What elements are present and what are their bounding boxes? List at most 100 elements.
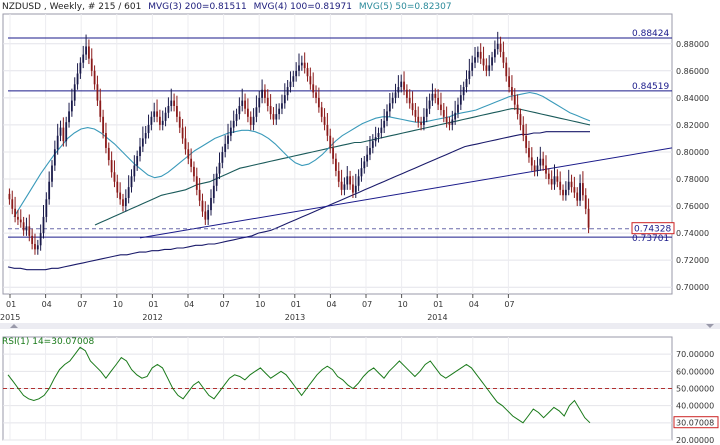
candle-body [258, 97, 261, 108]
candle-body [261, 89, 263, 98]
candle-body [374, 137, 377, 142]
y-tick-label: 0.84000 [676, 94, 709, 103]
rsi-label: RSI(1) 14=30.07008 [2, 337, 95, 347]
candle-body [346, 176, 349, 185]
x-tick-label: 04 [184, 300, 194, 309]
candle-body [127, 187, 130, 198]
candle-body [343, 184, 346, 190]
candle-body [19, 219, 22, 223]
candle-body [70, 100, 73, 112]
candle-body [496, 43, 499, 50]
candle-body [437, 97, 440, 105]
candle-body [34, 243, 36, 250]
candle-body [295, 70, 298, 77]
level-label: 0.88424 [632, 29, 669, 39]
candle-body [212, 185, 215, 198]
ma200-line [7, 131, 590, 271]
rsi-line [7, 346, 591, 424]
candle-body [105, 133, 107, 148]
candle-body [79, 62, 82, 74]
x-tick-label: 10 [255, 300, 265, 309]
candle-body [229, 127, 232, 136]
candle-body [235, 114, 238, 121]
candle-body [553, 176, 556, 185]
x-tick-label: 10 [398, 300, 408, 309]
candle-body [90, 58, 93, 71]
candle-body [508, 76, 510, 88]
candle-body [93, 70, 96, 85]
candle-body [272, 114, 275, 120]
ma200-label: MVG(3) 200=0.81511 [148, 2, 247, 12]
candle-body [76, 73, 79, 85]
candle-body [440, 104, 442, 111]
candle-body [335, 158, 337, 171]
current-price-label: 0.74328 [634, 225, 671, 235]
candle-body [579, 183, 581, 201]
candle-body [14, 208, 16, 217]
candle-body [303, 62, 306, 69]
candle-body [502, 51, 505, 63]
x-tick-label: 01 [148, 300, 158, 309]
candle-body [204, 211, 207, 220]
candle-body [371, 141, 374, 148]
candle-body [380, 127, 383, 134]
candle-body [340, 181, 343, 190]
candle-body [360, 168, 363, 177]
candle-body [224, 143, 227, 152]
candle-body [275, 114, 278, 120]
y-tick-label: 0.86000 [676, 67, 709, 76]
candle-body [417, 116, 420, 123]
x-tick-label: 01 [291, 300, 301, 309]
candle-body [278, 108, 281, 115]
candle-body [221, 151, 224, 163]
x-tick-label: 01 [6, 300, 16, 309]
candle-body [570, 181, 573, 188]
candle-body [238, 105, 241, 115]
y-tick-label: 0.82000 [676, 121, 709, 130]
candle-body [99, 100, 102, 117]
candle-body [474, 57, 476, 63]
candle-body [309, 76, 312, 85]
candle-body [366, 154, 369, 162]
candle-body [161, 120, 164, 125]
x-tick-label: 10 [113, 300, 123, 309]
candle-body [329, 135, 332, 148]
candle-body [377, 133, 380, 138]
candle-body [184, 138, 187, 150]
x-tick-label: 04 [42, 300, 52, 309]
chart-header: NZDUSD , Weekly, # 215 / 601 MVG(3) 200=… [2, 1, 456, 13]
candle-body [249, 116, 252, 125]
candle-body [255, 107, 258, 117]
candle-body [218, 162, 221, 174]
candle-body [354, 185, 357, 193]
candle-body [107, 147, 110, 161]
candle-body [468, 70, 471, 79]
y-tick-label: 0.72000 [676, 256, 709, 265]
candle-body [130, 176, 133, 188]
candle-body [312, 84, 315, 93]
candle-body [539, 158, 542, 166]
candle-body [96, 84, 99, 101]
candle-body [445, 116, 448, 123]
x-tick-label: 07 [504, 300, 514, 309]
candle-body [195, 176, 198, 190]
candle-body [53, 149, 56, 166]
candle-body [8, 193, 11, 200]
candle-body [22, 222, 25, 231]
candle-body [405, 89, 408, 98]
candle-body [582, 183, 584, 196]
candle-body [124, 197, 127, 207]
candle-body [139, 146, 141, 157]
candle-body [403, 81, 405, 90]
candle-body [587, 208, 590, 228]
candle-body [550, 179, 553, 185]
candle-body [386, 111, 388, 121]
rsi-y-tick-label: 20.00000 [676, 436, 714, 445]
candle-body [528, 147, 530, 158]
year-label: 2014 [427, 313, 447, 322]
candle-body [65, 122, 68, 142]
candle-body [471, 62, 474, 71]
rising-trendline [139, 147, 673, 239]
candle-body [388, 103, 391, 112]
